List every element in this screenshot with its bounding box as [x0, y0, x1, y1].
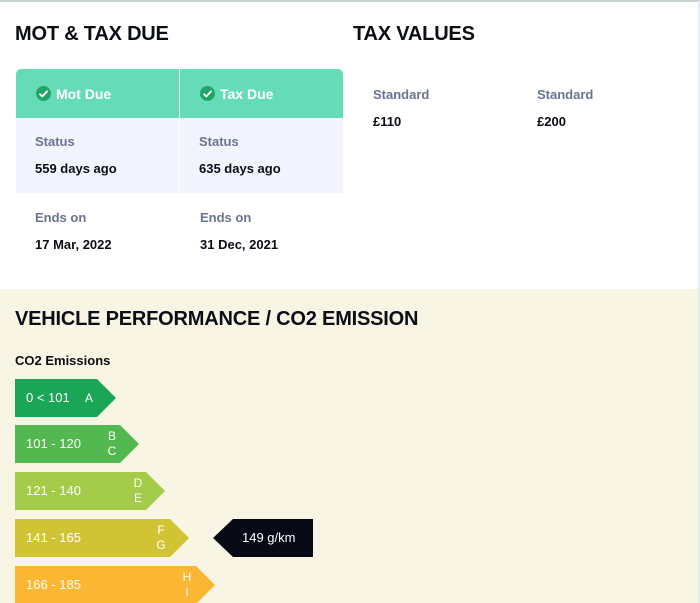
mot-ends-value: 17 Mar, 2022 [35, 237, 112, 252]
check-circle-icon [36, 86, 51, 101]
tax-value-item: Standard £110 [373, 87, 429, 129]
band-range: 141 - 165 [26, 530, 81, 545]
tax-value-item: Standard £200 [537, 87, 593, 129]
mot-tax-title: MOT & TAX DUE [15, 23, 169, 45]
co2-value-indicator: 149 g/km [213, 519, 313, 557]
band-range: 101 - 120 [26, 436, 81, 451]
tax-status-value: 635 days ago [199, 161, 281, 176]
check-circle-icon [200, 86, 215, 101]
emission-band-a: 0 < 101 A [15, 379, 116, 417]
tax-due-header: Tax Due [180, 69, 343, 118]
mot-due-header: Mot Due [16, 69, 179, 118]
tax-values-title: TAX VALUES [353, 23, 475, 45]
tax-value-amount: £200 [537, 114, 566, 129]
tax-status: Status 635 days ago [180, 118, 343, 193]
tax-status-label: Status [199, 134, 239, 149]
tax-ends-on: Ends on 31 Dec, 2021 [200, 210, 278, 252]
co2-emissions-label: CO2 Emissions [15, 353, 111, 368]
mot-ends-label: Ends on [35, 210, 87, 225]
band-range: 0 < 101 [26, 390, 70, 405]
tax-ends-label: Ends on [200, 210, 252, 225]
tax-value-label: Standard [537, 87, 594, 102]
tax-value-label: Standard [373, 87, 430, 102]
emissions-section: VEHICLE PERFORMANCE / CO2 EMISSION CO2 E… [0, 289, 698, 603]
tax-due-column: Tax Due Status 635 days ago [180, 69, 343, 193]
mot-due-column: Mot Due Status 559 days ago [16, 69, 179, 193]
tax-due-label: Tax Due [220, 85, 274, 102]
card-divider [179, 69, 180, 193]
tax-value-amount: £110 [373, 114, 402, 129]
band-range: 166 - 185 [26, 577, 81, 592]
mot-ends-on: Ends on 17 Mar, 2022 [35, 210, 112, 252]
mot-status: Status 559 days ago [16, 118, 179, 193]
band-grade: A [84, 390, 93, 405]
mot-due-label: Mot Due [56, 85, 112, 102]
co2-value: 149 g/km [242, 530, 296, 545]
tax-ends-value: 31 Dec, 2021 [200, 237, 279, 252]
mot-status-label: Status [35, 134, 75, 149]
band-range: 121 - 140 [26, 483, 81, 498]
mot-tax-card: Mot Due Status 559 days ago Tax Due Stat… [16, 69, 343, 193]
mot-status-value: 559 days ago [35, 161, 117, 176]
emissions-title: VEHICLE PERFORMANCE / CO2 EMISSION [15, 308, 419, 330]
